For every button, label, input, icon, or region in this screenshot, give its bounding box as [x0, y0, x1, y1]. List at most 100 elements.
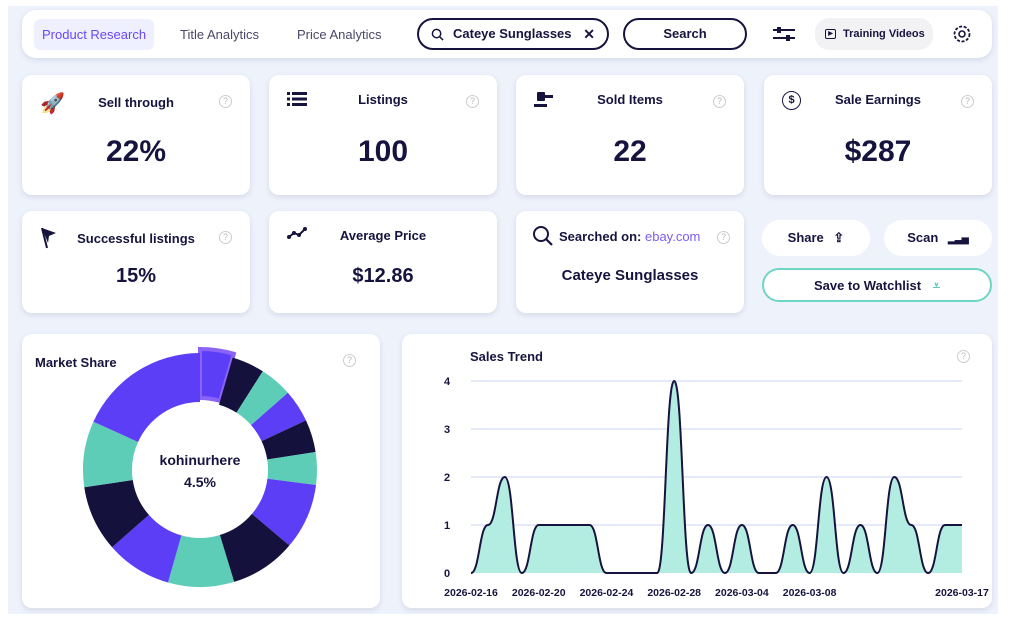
data-point[interactable]	[587, 522, 593, 528]
data-point[interactable]	[570, 522, 576, 528]
x-tick-label: 2026-02-16	[444, 587, 498, 599]
searched-on-label: Searched on:	[559, 229, 642, 244]
card-value: 100	[357, 135, 409, 168]
donut-slice[interactable]	[83, 421, 139, 488]
data-point[interactable]	[891, 474, 897, 480]
data-point[interactable]	[739, 522, 745, 528]
data-point[interactable]	[671, 378, 677, 384]
data-point[interactable]	[925, 570, 931, 576]
scan-label: Scan	[907, 230, 939, 245]
rocket-icon: 🚀	[40, 93, 65, 115]
site-link[interactable]: ebay.com	[644, 229, 701, 244]
search-icon	[431, 28, 444, 41]
donut-slice[interactable]	[219, 357, 263, 413]
donut-slice[interactable]	[236, 371, 288, 426]
training-videos-button[interactable]: ▶ Training Videos	[815, 18, 933, 50]
data-point[interactable]	[790, 522, 796, 528]
data-point[interactable]	[705, 522, 711, 528]
data-point[interactable]	[620, 570, 626, 576]
sell-through-card: 🚀 Sell through ? 22%	[22, 75, 250, 195]
data-point[interactable]	[756, 570, 762, 576]
listings-card: Listings ? 100	[269, 75, 497, 195]
search-icon	[533, 226, 553, 246]
data-point[interactable]	[519, 570, 525, 576]
successful-listings-card: Successful listings ? 15%	[22, 211, 250, 313]
donut-slice[interactable]	[168, 535, 235, 587]
tab-price-analytics[interactable]: Price Analytics	[297, 27, 382, 42]
card-value: 15%	[115, 265, 157, 287]
card-title: Average Price	[339, 228, 427, 243]
data-point[interactable]	[959, 522, 965, 528]
data-point[interactable]	[536, 522, 542, 528]
tray-download-icon: ⩡	[932, 278, 941, 293]
clear-icon[interactable]: ✕	[583, 26, 595, 42]
y-tick-label: 4	[444, 376, 451, 388]
card-title: Sell through	[98, 95, 174, 110]
data-point[interactable]	[654, 570, 660, 576]
save-to-watchlist-button[interactable]: Save to Watchlist ⩡	[762, 268, 992, 302]
data-point[interactable]	[468, 570, 474, 576]
help-icon[interactable]: ?	[466, 95, 479, 108]
sales-line	[470, 379, 962, 575]
dollar-circle-icon: $	[782, 91, 801, 110]
tab-title-analytics[interactable]: Title Analytics	[180, 27, 259, 42]
donut-slice[interactable]	[84, 480, 149, 548]
searched-on-line: Searched on: ebay.com	[559, 229, 700, 244]
data-point[interactable]	[840, 570, 846, 576]
x-tick-label: 2026-02-28	[647, 587, 701, 599]
data-point[interactable]	[553, 522, 559, 528]
card-value: 22%	[105, 135, 167, 168]
data-point[interactable]	[908, 522, 914, 528]
gavel-icon	[534, 92, 553, 107]
x-tick-label: 2026-03-04	[715, 587, 769, 599]
data-point[interactable]	[688, 570, 694, 576]
market-share-card: Market Share ? kohinurhere 4.5%	[22, 334, 380, 608]
scan-button[interactable]: Scan ▂▃▅	[884, 220, 992, 256]
help-icon[interactable]: ?	[961, 95, 974, 108]
chart-title: Sales Trend	[470, 349, 543, 364]
data-point[interactable]	[485, 522, 491, 528]
help-icon[interactable]: ?	[343, 354, 356, 367]
search-input[interactable]: Cateye Sunglasses ✕	[417, 18, 609, 50]
donut-chart	[83, 346, 317, 587]
data-point[interactable]	[857, 522, 863, 528]
tab-product-research[interactable]: Product Research	[34, 19, 155, 50]
search-value: Cateye Sunglasses	[453, 26, 572, 41]
donut-slice[interactable]	[93, 353, 200, 442]
searched-query: Cateye Sunglasses	[561, 267, 699, 284]
help-icon[interactable]: ?	[219, 95, 232, 108]
data-point[interactable]	[773, 570, 779, 576]
card-value: $287	[844, 135, 912, 168]
data-point[interactable]	[942, 522, 948, 528]
card-value: $12.86	[352, 265, 414, 287]
gear-icon[interactable]	[952, 24, 972, 44]
data-point[interactable]	[874, 570, 880, 576]
donut-slice[interactable]	[261, 420, 316, 460]
chart-title: Market Share	[35, 355, 117, 370]
data-point[interactable]	[824, 474, 830, 480]
donut-slice[interactable]	[267, 452, 317, 486]
y-tick-label: 2	[444, 472, 450, 484]
help-icon[interactable]: ?	[219, 231, 232, 244]
donut-slice[interactable]	[112, 514, 182, 583]
help-icon[interactable]: ?	[957, 350, 970, 363]
data-point[interactable]	[637, 570, 643, 576]
donut-slice[interactable]	[219, 513, 290, 582]
search-button[interactable]: Search	[623, 18, 747, 50]
data-point[interactable]	[502, 474, 508, 480]
filter-sliders-icon[interactable]	[772, 25, 796, 43]
share-button[interactable]: Share ⇪	[762, 220, 870, 256]
help-icon[interactable]: ?	[713, 95, 726, 108]
sales-trend-card: Sales Trend ? 0 1 2 3 4 2026-02-16 2026-02-20 2…	[402, 334, 992, 608]
top-nav: Product Research Title Analytics Price A…	[22, 10, 992, 58]
data-point[interactable]	[603, 570, 609, 576]
y-tick-label: 1	[444, 520, 450, 532]
data-point[interactable]	[722, 570, 728, 576]
help-icon[interactable]: ?	[717, 231, 730, 244]
sold-items-card: Sold Items ? 22	[516, 75, 744, 195]
data-point[interactable]	[807, 570, 813, 576]
donut-slice[interactable]	[251, 478, 317, 546]
average-price-card: Average Price $12.86	[269, 211, 497, 313]
donut-slice[interactable]	[251, 392, 306, 442]
card-title: Successful listings	[77, 231, 195, 246]
